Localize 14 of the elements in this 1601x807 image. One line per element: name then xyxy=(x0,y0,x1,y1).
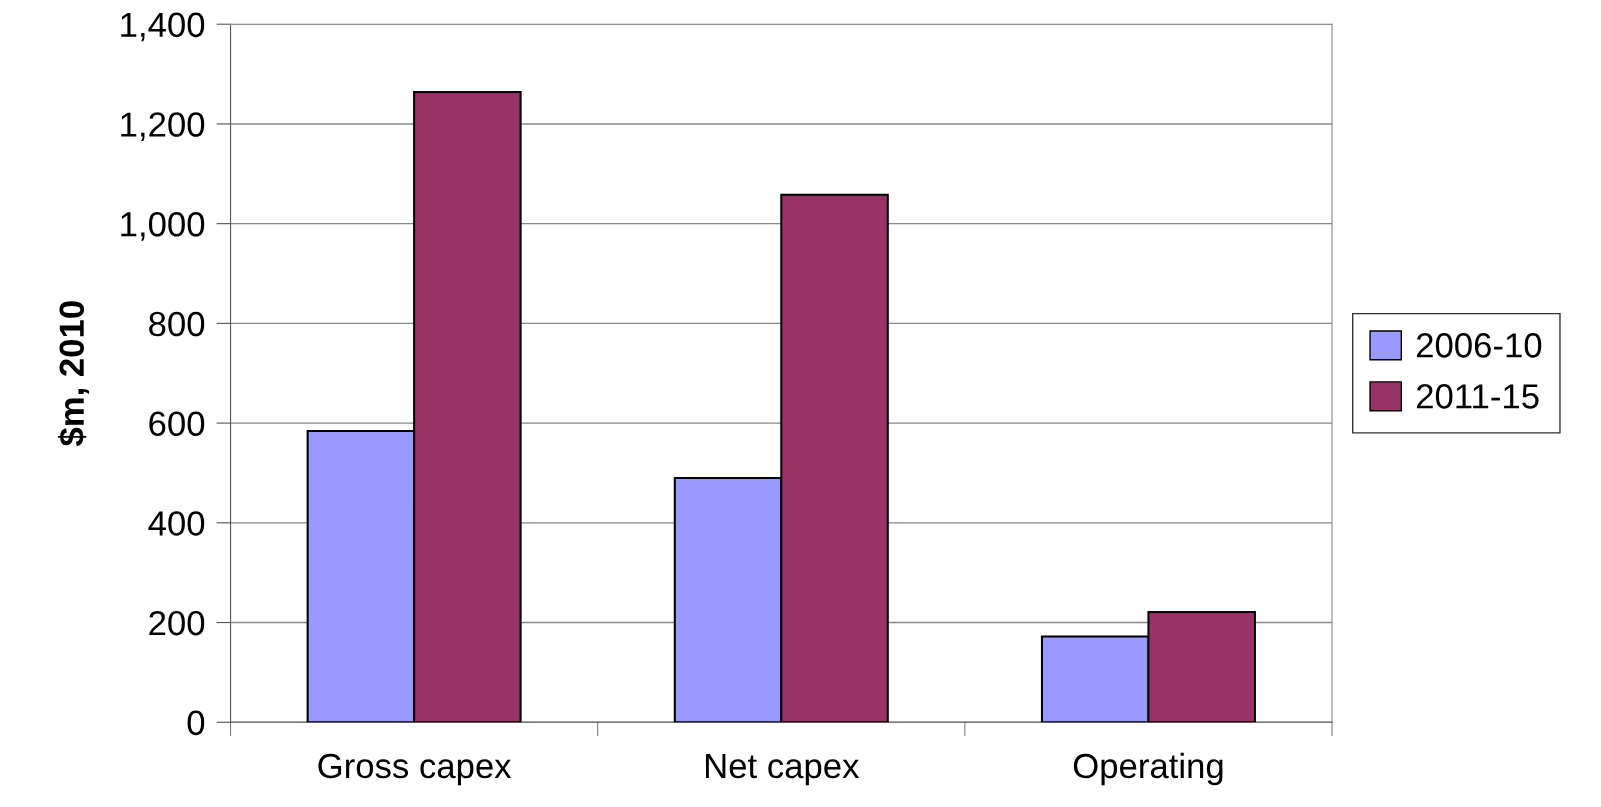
y-tick-label: 200 xyxy=(149,610,205,636)
y-tick-label: 1,000 xyxy=(121,211,205,241)
y-tick-label: 800 xyxy=(149,311,205,337)
y-tick-label: 400 xyxy=(148,511,205,536)
x-tick-label: Operating xyxy=(1073,752,1223,786)
x-tick-label: Net capex xyxy=(705,754,860,786)
y-tick-label: 1,400 xyxy=(121,12,205,42)
legend-label: 2006-10 xyxy=(1416,333,1542,358)
y-tick-label: 1,200 xyxy=(121,112,205,141)
legend-label: 2011-15 xyxy=(1416,384,1539,409)
y-tick-label: 600 xyxy=(149,411,205,437)
x-tick-label: Gross capex xyxy=(318,753,512,786)
y-tick-label: 0 xyxy=(187,710,205,736)
y-axis-title: $m, 2010 xyxy=(57,301,90,447)
